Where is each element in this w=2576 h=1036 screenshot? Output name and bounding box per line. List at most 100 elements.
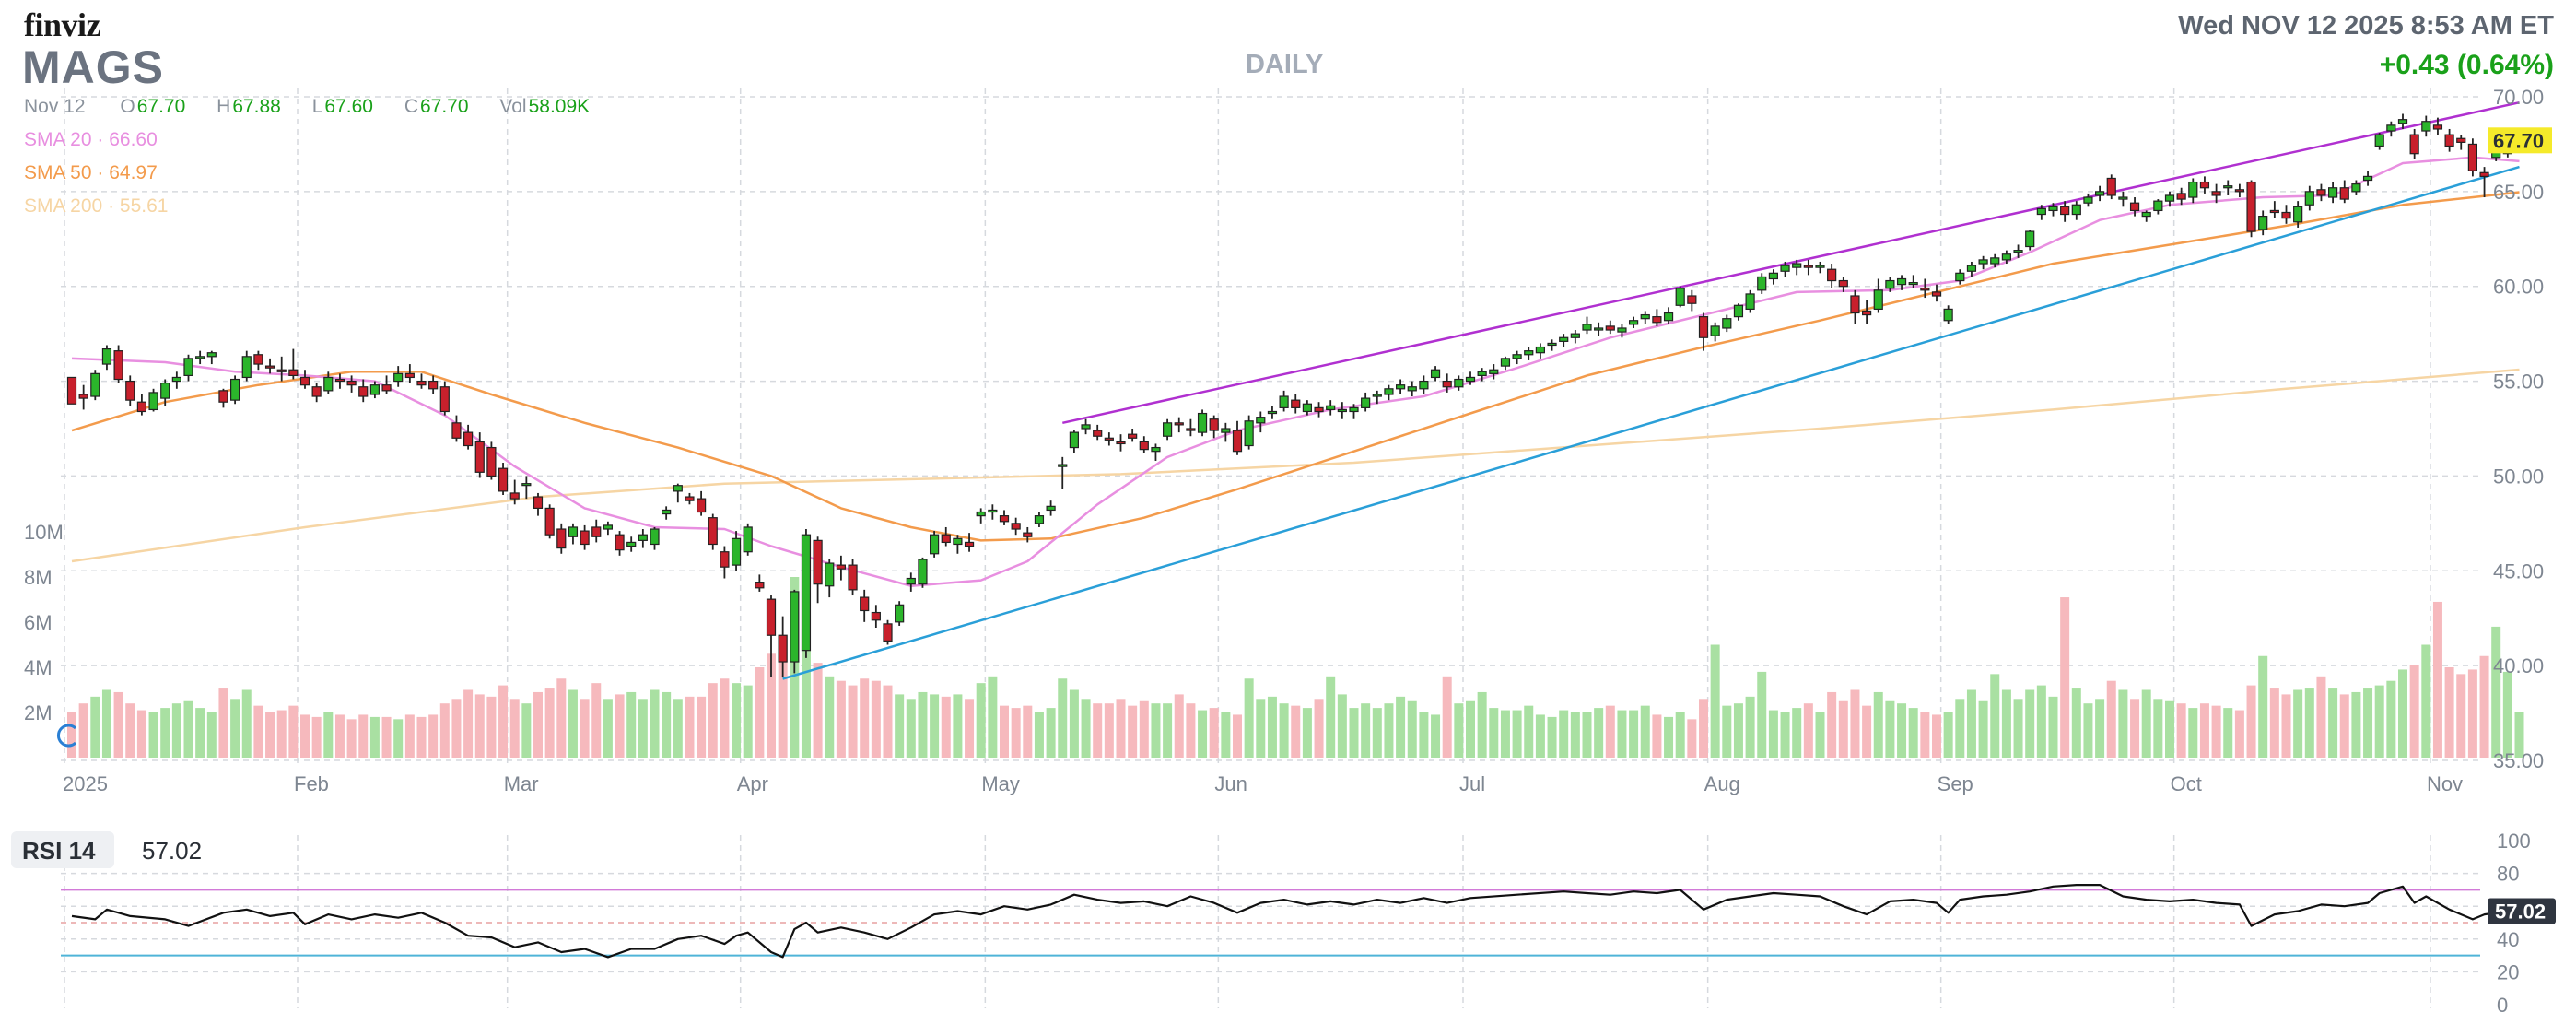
candle-body [1162, 422, 1173, 437]
reload-icon[interactable] [55, 723, 81, 748]
volume-bar [381, 716, 392, 758]
volume-bar [1664, 716, 1674, 758]
volume-bar [1209, 708, 1219, 758]
sma20-value: 66.60 [109, 129, 158, 150]
volume-bar [1431, 714, 1441, 758]
candle-body [580, 530, 590, 546]
volume-bar [171, 703, 181, 758]
candle-body [1500, 358, 1511, 367]
candle-body [1104, 437, 1114, 441]
volume-bar [1326, 676, 1336, 758]
sma50-legend[interactable]: SMA 50 · 64.97 [24, 162, 158, 184]
candle [568, 523, 579, 545]
candle-body [1873, 289, 1883, 311]
candle-body [230, 378, 240, 401]
candle-body [685, 496, 695, 501]
sma50-label: SMA 50 [24, 162, 92, 183]
candle-body [1081, 424, 1091, 430]
sma20-legend[interactable]: SMA 20 · 66.60 [24, 129, 158, 151]
sma200-legend[interactable]: SMA 200 · 55.61 [24, 195, 168, 218]
month-tick-label: Apr [737, 772, 768, 795]
rsi-tick-label: 0 [2497, 994, 2508, 1017]
candle-body [2141, 211, 2151, 218]
candle-body [1803, 265, 1813, 268]
volume-bar [1046, 708, 1056, 758]
candle-body [1477, 371, 1487, 376]
high-value: 67.88 [232, 96, 281, 117]
volume-bar [1081, 699, 1091, 758]
finviz-logo[interactable]: finviz [24, 6, 101, 43]
candle [1279, 390, 1289, 412]
volume-bar [2141, 689, 2151, 758]
rsi-panel: 10080604020057.02 [61, 830, 2556, 1017]
candle-body [883, 623, 893, 642]
candle [1943, 305, 1953, 324]
candle-body [2164, 194, 2175, 202]
volume-bar [521, 703, 532, 758]
volume-bar [1244, 678, 1254, 758]
rsi-label[interactable]: RSI 14 [22, 837, 96, 865]
month-tick-label: Nov [2427, 772, 2463, 795]
candle [2048, 203, 2058, 217]
candle-body [486, 446, 497, 477]
candle-body [1093, 430, 1103, 437]
candle-body [836, 564, 847, 570]
candle-body [1419, 380, 1429, 390]
volume-bar [160, 708, 170, 758]
candle [2409, 128, 2419, 159]
candle-body [2444, 134, 2454, 147]
timeframe-label[interactable]: DAILY [1246, 50, 1324, 79]
candle-body [1314, 406, 1324, 413]
volume-bar [953, 694, 963, 758]
candle [778, 616, 788, 677]
candle [626, 536, 637, 552]
candle-body [2293, 206, 2303, 223]
volume-bar [1745, 696, 1755, 758]
volume-bar [230, 699, 240, 758]
candle-body [1896, 277, 1907, 286]
price-grid [61, 88, 2480, 1008]
volume-bar [253, 705, 263, 758]
volume-bar [125, 703, 135, 758]
candle [66, 376, 77, 405]
volume-bar [743, 685, 753, 758]
volume-bar [976, 683, 986, 758]
volume-bar [871, 680, 881, 758]
low-key: L [311, 96, 323, 117]
candle [1675, 286, 1685, 308]
volume-bar [2095, 699, 2105, 758]
volume-bar [2234, 710, 2244, 758]
candle-body [1780, 265, 1790, 272]
candle-body [439, 386, 450, 413]
rsi-label-box [11, 831, 114, 868]
volume-bar [2071, 688, 2081, 758]
candle-body [2106, 177, 2116, 196]
volume-tick-label: 2M [24, 701, 53, 724]
volume-bar [755, 667, 765, 758]
volume-bar [2165, 700, 2174, 758]
candle-body [1722, 318, 1732, 329]
candle [1733, 303, 1744, 321]
candle [1314, 402, 1324, 418]
candle [1931, 284, 1942, 302]
month-tick-label: Sep [1938, 772, 1973, 795]
rsi-tick-label: 100 [2497, 830, 2531, 853]
volume-bar [1885, 700, 1895, 758]
candle [1873, 278, 1883, 313]
rsi-tick-label: 40 [2497, 928, 2519, 951]
candle-body [1838, 279, 1848, 288]
volume-bar [1966, 689, 1976, 758]
candle-body [766, 598, 777, 636]
candle-body [1908, 282, 1918, 286]
candle-body [1209, 418, 1219, 431]
sma50-line [71, 191, 2520, 542]
candle [918, 557, 928, 588]
volume-bar [265, 712, 275, 758]
candle-body [1279, 395, 1289, 408]
candle [1093, 424, 1103, 441]
volume-bar [1466, 700, 1475, 758]
candle [90, 370, 100, 401]
candle [2304, 185, 2314, 211]
volume-bar [2398, 669, 2407, 758]
